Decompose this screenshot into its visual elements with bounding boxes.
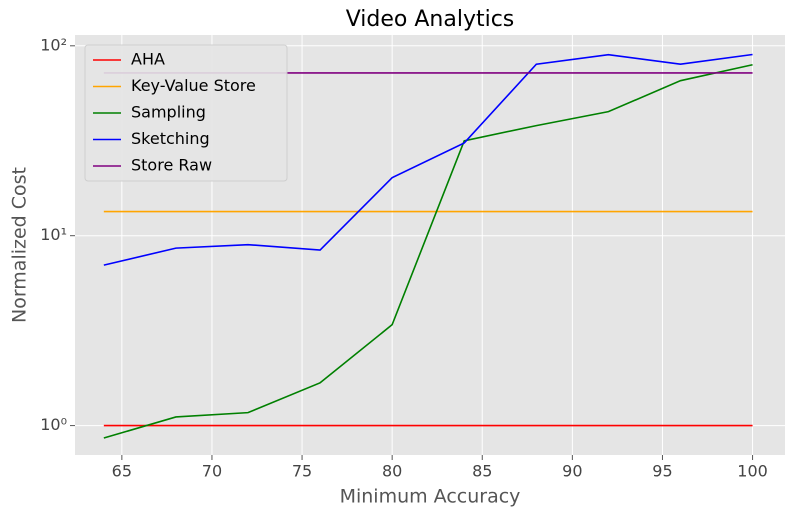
legend-label: AHA	[131, 50, 165, 69]
y-tick-label: 10¹	[40, 225, 67, 244]
x-tick-label: 65	[112, 462, 132, 481]
x-tick-label: 70	[202, 462, 222, 481]
legend-label: Sampling	[131, 103, 206, 122]
chart-title: Video Analytics	[346, 7, 515, 32]
x-tick-label: 95	[652, 462, 672, 481]
x-axis-label: Minimum Accuracy	[340, 486, 521, 508]
x-tick-label: 100	[737, 462, 768, 481]
y-axis-label: Normalized Cost	[9, 167, 31, 323]
y-tick-label: 10⁰	[40, 415, 67, 434]
series-line	[103, 63, 753, 439]
x-tick-label: 75	[292, 462, 312, 481]
legend-label: Sketching	[131, 129, 210, 148]
series-line	[103, 53, 753, 266]
x-tick-label: 90	[562, 462, 582, 481]
legend-label: Store Raw	[131, 156, 212, 175]
x-tick-label: 85	[472, 462, 492, 481]
y-tick-label: 10²	[40, 35, 67, 54]
x-tick-label: 80	[382, 462, 402, 481]
legend-label: Key-Value Store	[131, 76, 256, 95]
legend-box	[84, 44, 288, 182]
